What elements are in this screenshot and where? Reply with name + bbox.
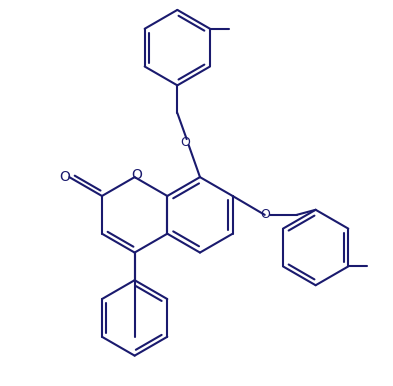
Text: O: O (181, 135, 191, 149)
Text: O: O (59, 170, 70, 184)
Text: O: O (260, 208, 270, 221)
Text: O: O (131, 168, 142, 182)
